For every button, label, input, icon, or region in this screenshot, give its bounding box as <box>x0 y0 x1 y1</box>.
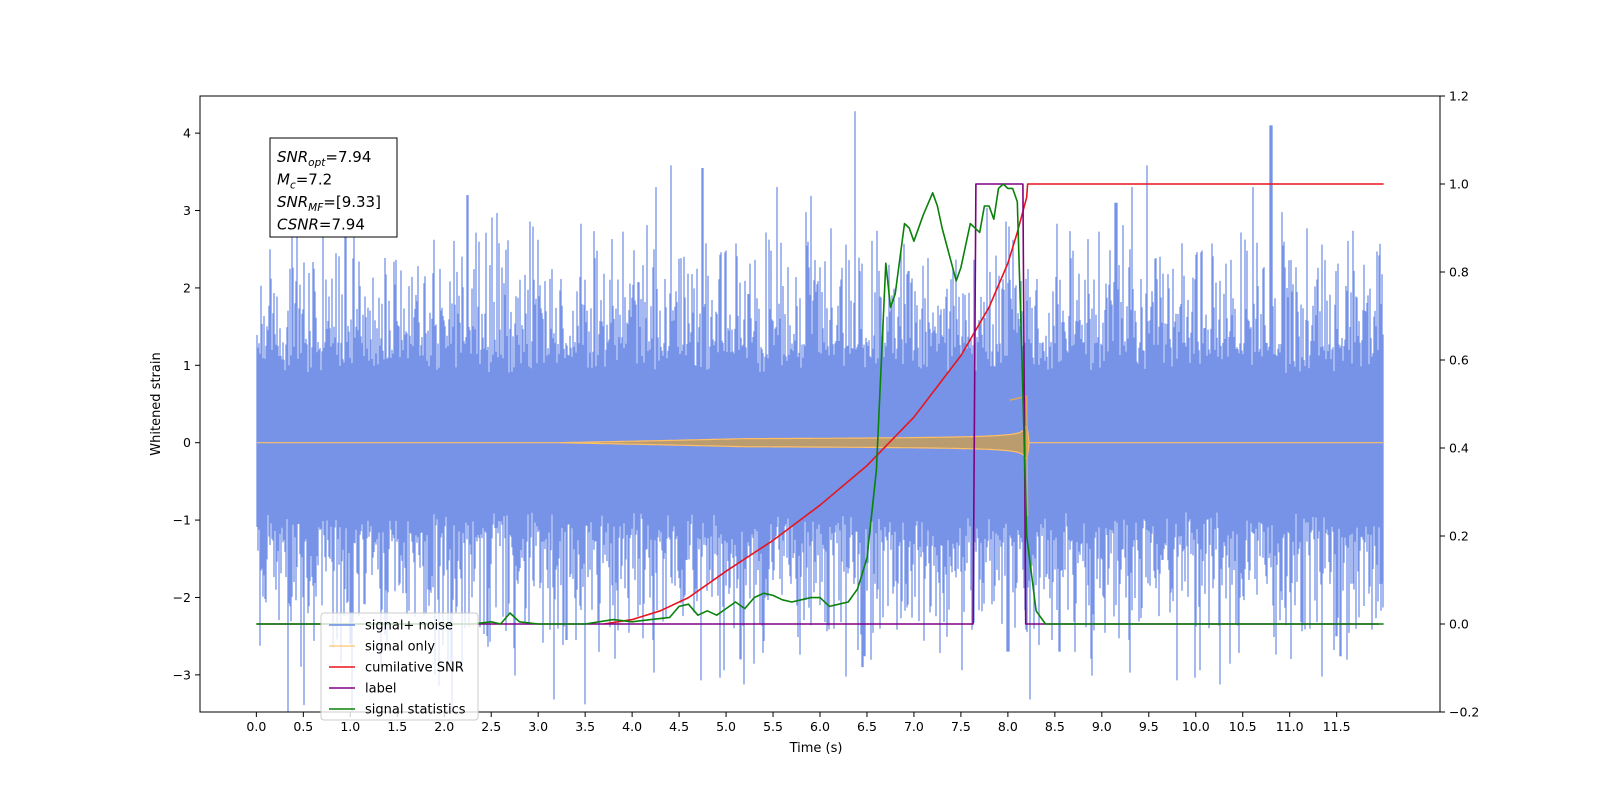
x-tick-label: 7.0 <box>904 719 924 734</box>
x-tick-label: 1.5 <box>387 719 407 734</box>
x-tick-label: 11.5 <box>1323 719 1351 734</box>
y2-tick-label: 0.4 <box>1449 441 1469 456</box>
series-cumilative-snr <box>603 183 1384 625</box>
legend: signal+ noise signal only cumilative SNR la… <box>320 612 479 721</box>
y2-tick-label: −0.2 <box>1449 705 1479 720</box>
x-axis: 0.0 0.5 1.0 1.5 2.0 2.5 3.0 3.5 4.0 4.5 5.0 5.5 6.0 6… <box>246 712 1351 734</box>
x-tick-label: 6.5 <box>857 719 877 734</box>
x-tick-label: 1.0 <box>340 719 360 734</box>
annotation-line: CSNR=7.94 <box>277 216 365 234</box>
x-tick-label: 10.0 <box>1182 719 1210 734</box>
x-tick-label: 4.5 <box>669 719 689 734</box>
legend-label: signal statistics <box>365 703 466 718</box>
annotation-box <box>269 137 398 238</box>
x-tick-label: 0.0 <box>246 719 266 734</box>
y2-tick-label: 0.0 <box>1449 617 1469 632</box>
x-tick-label: 3.0 <box>528 719 548 734</box>
legend-label: cumilative SNR <box>365 661 464 676</box>
y-axis-label: Whitened strain <box>149 352 164 455</box>
y2-tick-label: 0.6 <box>1449 353 1469 368</box>
series-signal-noise <box>256 111 1384 712</box>
x-tick-label: 7.5 <box>951 719 971 734</box>
y-tick-label: 2 <box>183 280 191 295</box>
y2-tick-label: 1.2 <box>1449 89 1469 104</box>
y-axis-left: −3 −2 −1 0 1 2 3 4 <box>173 126 200 682</box>
x-tick-label: 0.5 <box>293 719 313 734</box>
y-tick-label: 0 <box>183 435 191 450</box>
legend-label: label <box>365 682 396 697</box>
y-tick-label: 4 <box>183 126 191 141</box>
legend-label: signal only <box>365 640 435 655</box>
x-tick-label: 5.0 <box>716 719 736 734</box>
x-tick-label: 9.5 <box>1139 719 1159 734</box>
x-tick-label: 4.0 <box>622 719 642 734</box>
annotation-line: SNRMF=[9.33] <box>277 193 381 214</box>
x-tick-label: 5.5 <box>763 719 783 734</box>
series-signal-only-merger <box>1009 395 1029 517</box>
x-tick-label: 3.5 <box>575 719 595 734</box>
y-tick-label: −3 <box>173 667 191 682</box>
x-tick-label: 11.0 <box>1276 719 1304 734</box>
x-tick-label: 8.5 <box>1045 719 1065 734</box>
y2-tick-label: 0.8 <box>1449 265 1469 280</box>
x-tick-label: 6.0 <box>810 719 830 734</box>
annotation-line: Mc=7.2 <box>277 171 332 192</box>
series-signal-only <box>257 426 1383 460</box>
legend-label: signal+ noise <box>365 619 453 634</box>
x-axis-label: Time (s) <box>789 741 843 756</box>
x-tick-label: 9.0 <box>1092 719 1112 734</box>
y-tick-label: 3 <box>183 203 191 218</box>
y2-tick-label: 0.2 <box>1449 529 1469 544</box>
y2-tick-label: 1.0 <box>1449 177 1469 192</box>
x-tick-label: 10.5 <box>1229 719 1257 734</box>
y-tick-label: −2 <box>173 590 191 605</box>
annotation-line: SNRopt=7.94 <box>277 148 371 169</box>
legend-frame <box>320 612 479 721</box>
x-tick-label: 2.0 <box>434 719 454 734</box>
y-tick-label: 1 <box>183 358 191 373</box>
series-layer <box>256 111 1384 712</box>
series-signal-statistics <box>256 183 1384 625</box>
y-axis-right: −0.2 0.0 0.2 0.4 0.6 0.8 1.0 1.2 <box>1440 89 1479 720</box>
x-tick-label: 2.5 <box>481 719 501 734</box>
y-tick-label: −1 <box>173 513 191 528</box>
x-tick-label: 8.0 <box>998 719 1018 734</box>
